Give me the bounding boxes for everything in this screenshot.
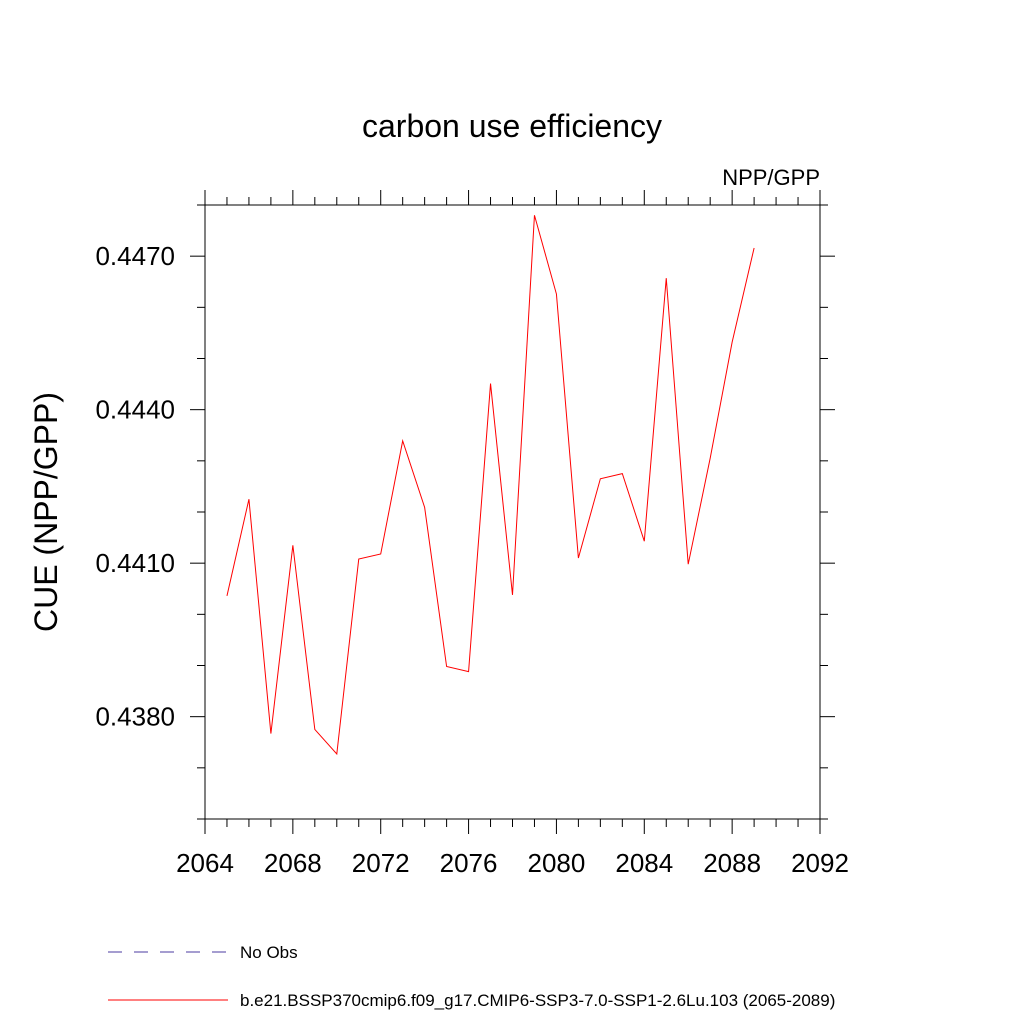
series-line bbox=[226, 215, 755, 756]
axis-ticks bbox=[190, 190, 835, 834]
chart-subtitle: NPP/GPP bbox=[722, 165, 820, 190]
y-tick-label: 0.4470 bbox=[95, 241, 175, 271]
axis-tick-labels: 2064 2068 2072 2076 2080 2084 2088 2092 0.4380 0.… bbox=[95, 241, 848, 878]
x-tick-label: 2076 bbox=[440, 848, 498, 878]
x-tick-label: 2088 bbox=[703, 848, 761, 878]
y-tick-label: 0.4410 bbox=[95, 548, 175, 578]
legend-label: No Obs bbox=[240, 943, 298, 962]
x-tick-label: 2080 bbox=[528, 848, 586, 878]
x-tick-label: 2092 bbox=[791, 848, 849, 878]
legend-label: b.e21.BSSP370cmip6.f09_g17.CMIP6-SSP3-7.… bbox=[240, 991, 835, 1010]
x-tick-label: 2084 bbox=[615, 848, 673, 878]
x-tick-label: 2068 bbox=[264, 848, 322, 878]
chart-title: carbon use efficiency bbox=[362, 108, 662, 144]
y-tick-label: 0.4380 bbox=[95, 702, 175, 732]
y-tick-label: 0.4440 bbox=[95, 395, 175, 425]
legend: No Obs b.e21.BSSP370cmip6.f09_g17.CMIP6-S… bbox=[108, 943, 835, 1010]
x-tick-label: 2072 bbox=[352, 848, 410, 878]
plot-frame bbox=[204, 204, 821, 820]
data-series bbox=[226, 215, 755, 756]
x-tick-label: 2064 bbox=[176, 848, 234, 878]
y-axis-label: CUE (NPP/GPP) bbox=[28, 392, 64, 632]
